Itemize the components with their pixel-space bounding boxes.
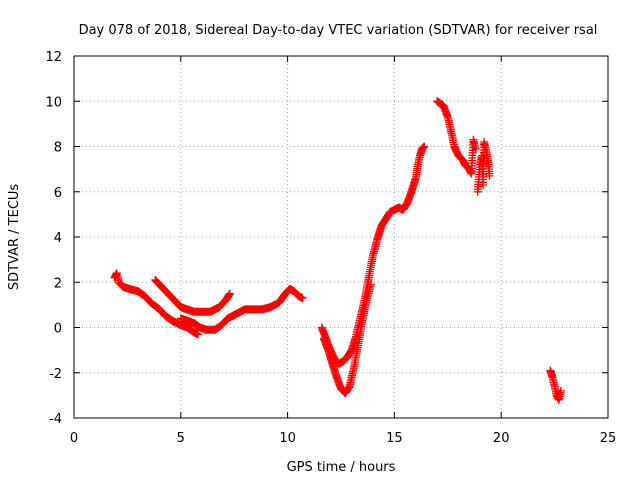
x-tick-label: 25 — [600, 431, 617, 446]
y-tick-label: 0 — [54, 322, 62, 337]
y-axis-label: SDTVAR / TECUs — [7, 184, 22, 291]
data-points — [110, 97, 565, 404]
x-tick-label: 15 — [386, 431, 403, 446]
x-axis-label: GPS time / hours — [287, 460, 396, 475]
series-arc-1 — [110, 269, 202, 339]
y-tick-label: -4 — [49, 412, 62, 427]
point-markers — [473, 138, 494, 196]
y-tick-label: 2 — [54, 276, 62, 291]
grid-layer — [74, 56, 608, 418]
series-arc-6 — [433, 97, 480, 178]
y-tick-label: 12 — [45, 50, 62, 65]
y-tick-label: 8 — [54, 141, 62, 156]
y-tick-label: 6 — [54, 186, 62, 201]
series-arc-2 — [151, 276, 234, 316]
y-tick-label: -2 — [49, 367, 62, 382]
x-tick-label: 5 — [177, 431, 185, 446]
series-arc-3 — [176, 285, 307, 334]
series-arc-7 — [473, 138, 494, 196]
point-markers — [317, 142, 429, 368]
chart-title: Day 078 of 2018, Sidereal Day-to-day VTE… — [79, 23, 598, 38]
x-tick-label: 10 — [279, 431, 296, 446]
x-tick-label: 0 — [70, 431, 78, 446]
x-tick-label: 20 — [493, 431, 510, 446]
series-arc-5 — [319, 280, 375, 398]
point-markers — [110, 269, 202, 339]
y-tick-label: 10 — [45, 95, 62, 110]
series-arc-4 — [317, 142, 429, 368]
y-tick-label: 4 — [54, 231, 62, 246]
point-markers — [151, 276, 234, 316]
point-markers — [319, 280, 375, 398]
point-markers — [176, 285, 307, 334]
tick-layer: 0 5 10 15 20 25 -4 -2 0 2 4 6 8 10 12 — [45, 50, 616, 446]
series-arc-8 — [546, 366, 565, 404]
point-markers — [546, 366, 565, 404]
point-markers — [433, 97, 480, 178]
